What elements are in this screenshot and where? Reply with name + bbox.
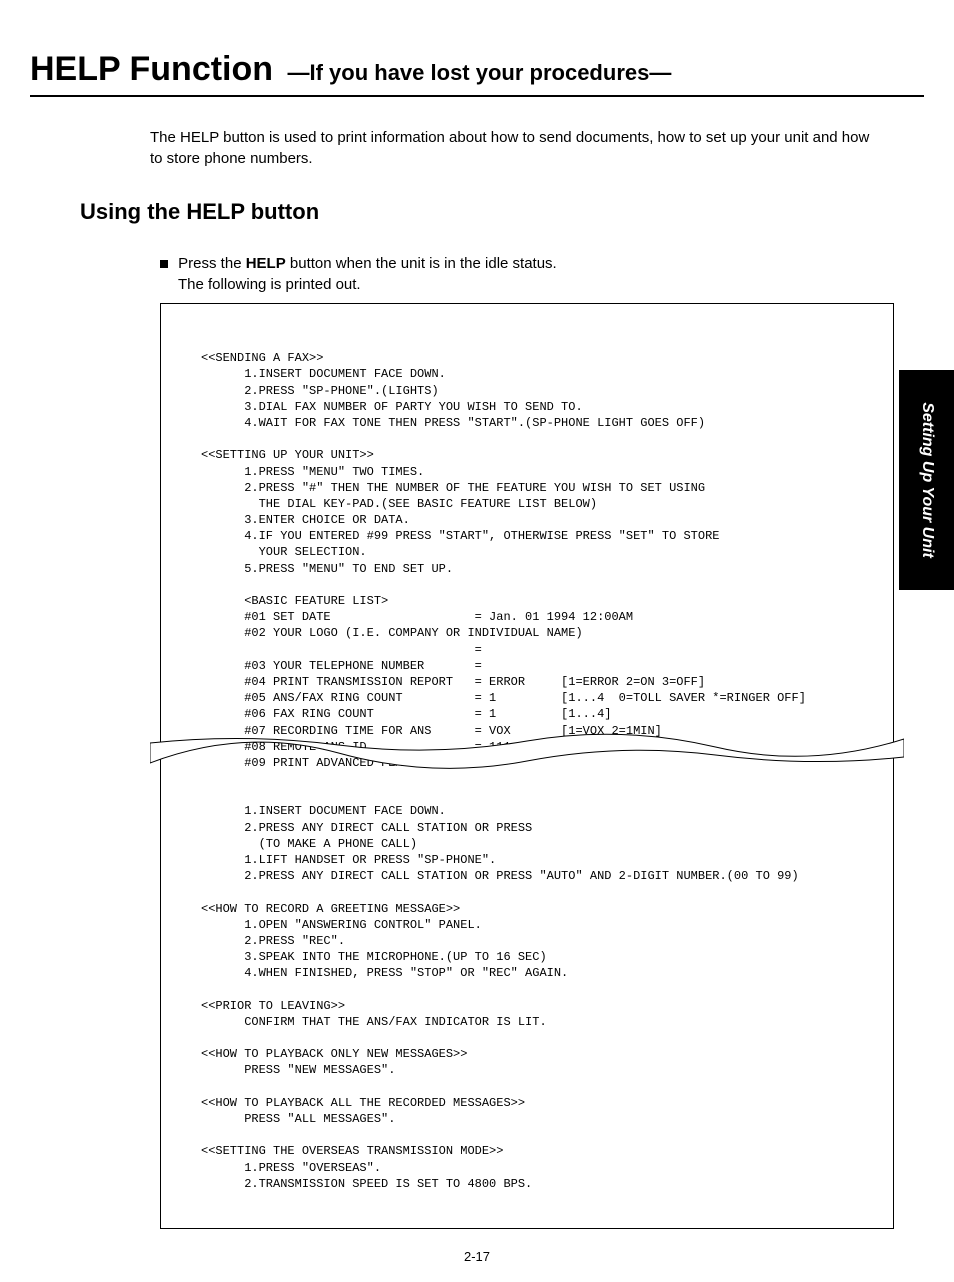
- section-heading: Using the HELP button: [80, 199, 924, 225]
- instruction-bullet: Press the HELP button when the unit is i…: [160, 255, 924, 272]
- follow-line: The following is printed out.: [178, 276, 924, 293]
- title-block: HELP Function —If you have lost your pro…: [30, 50, 924, 97]
- bullet-post: button when the unit is in the idle stat…: [286, 255, 557, 272]
- manual-page: HELP Function —If you have lost your pro…: [0, 0, 954, 1282]
- square-bullet-icon: [160, 260, 168, 268]
- printout-bottom: 1.INSERT DOCUMENT FACE DOWN. 2.PRESS ANY…: [201, 804, 799, 1190]
- title-sub: —If you have lost your procedures—: [287, 60, 671, 85]
- page-number: 2-17: [0, 1249, 954, 1264]
- section-tab: Setting Up Your Unit: [899, 370, 954, 590]
- printout-top: <<SENDING A FAX>> 1.INSERT DOCUMENT FACE…: [201, 351, 806, 770]
- section-tab-label: Setting Up Your Unit: [918, 402, 936, 558]
- bullet-bold: HELP: [246, 255, 286, 272]
- printout-box: <<SENDING A FAX>> 1.INSERT DOCUMENT FACE…: [160, 303, 894, 1229]
- intro-paragraph: The HELP button is used to print informa…: [150, 127, 884, 169]
- bullet-pre: Press the: [178, 255, 246, 272]
- title-main: HELP Function: [30, 50, 273, 88]
- printout-wrapper: <<SENDING A FAX>> 1.INSERT DOCUMENT FACE…: [160, 303, 894, 1229]
